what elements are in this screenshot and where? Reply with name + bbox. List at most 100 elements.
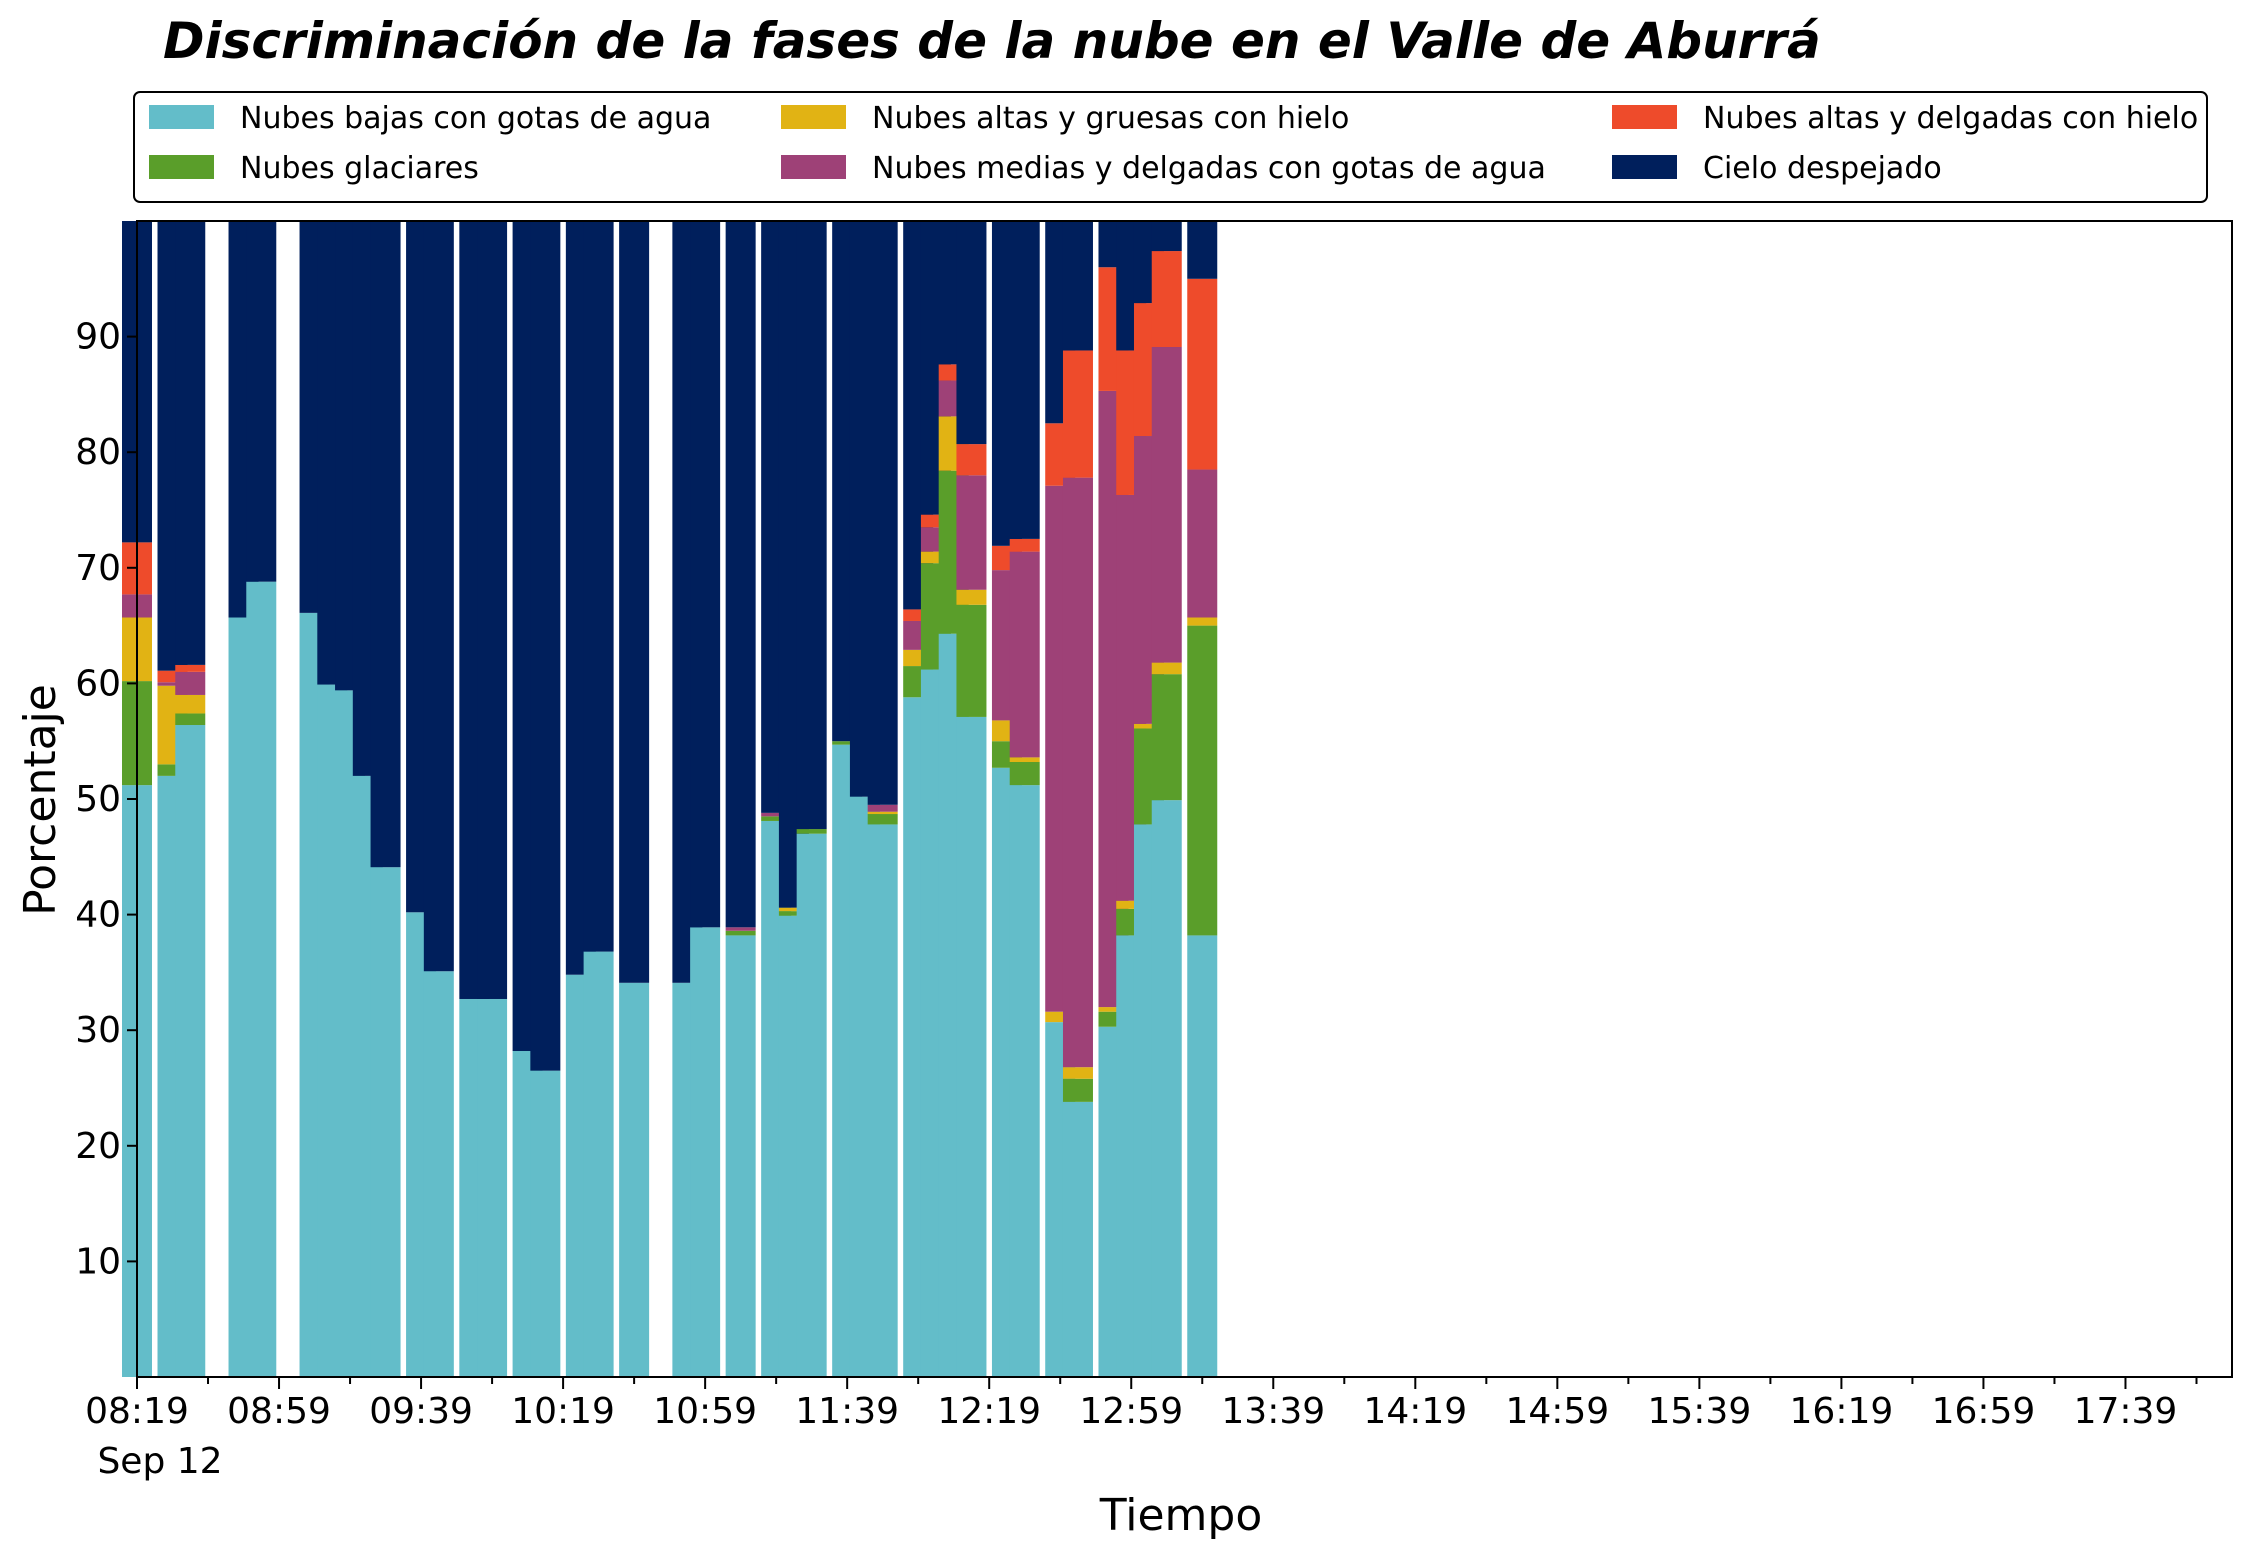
bar-segment [1151, 221, 1182, 252]
x-date-label: Sep 12 [97, 1441, 222, 1482]
plot-area: 10 20 30 40 50 60 70 80 90 08:19 08:59 09:39 10:19 10… [75, 220, 2233, 1432]
y-tick-label: 50 [75, 779, 121, 820]
x-tick-label: 11:39 [795, 1391, 899, 1432]
bar-segment [583, 221, 614, 952]
x-tick-label: 15:39 [1647, 1391, 1751, 1432]
bar-segment [583, 951, 614, 1377]
bar-segment [1062, 221, 1093, 351]
legend-label: Nubes bajas con gotas de agua [240, 101, 711, 136]
legend-label: Nubes glaciares [240, 151, 479, 186]
bar-segment [956, 716, 987, 1377]
bar-segment [1116, 900, 1147, 909]
bar-segment [725, 221, 756, 928]
y-tick-label: 60 [75, 663, 121, 704]
bar-segment [175, 694, 206, 714]
x-tick-label: 16:59 [1932, 1391, 2036, 1432]
y-tick-label: 20 [75, 1126, 121, 1167]
bar-segment [796, 221, 827, 830]
x-tick-label: 14:19 [1363, 1391, 1467, 1432]
bar-segment [1133, 723, 1164, 729]
x-tick-label: 10:19 [511, 1391, 615, 1432]
y-tick-label: 90 [75, 317, 121, 358]
bar-segment [1151, 251, 1182, 348]
bar-segment [690, 221, 721, 928]
legend-label: Nubes altas y gruesas con hielo [872, 101, 1349, 136]
x-tick-label: 09:39 [369, 1391, 473, 1432]
bar-segment [725, 927, 756, 931]
bar-segment [157, 682, 188, 686]
x-tick-label: 10:59 [653, 1391, 757, 1432]
x-tick-label: 12:19 [937, 1391, 1041, 1432]
bar-segment [956, 475, 987, 590]
bar-segment [956, 589, 987, 605]
bar-segment [370, 221, 401, 868]
bar-segment [867, 221, 898, 805]
y-tick-label: 40 [75, 895, 121, 936]
bar-segment [956, 444, 987, 476]
bar-segment [956, 604, 987, 717]
bar-segment [619, 221, 650, 983]
bar-segment [1187, 625, 1218, 936]
bar-segment [1187, 935, 1218, 1377]
bar-segment [1187, 221, 1218, 279]
bar-segment [725, 935, 756, 1377]
legend: Nubes bajas con gotas de agua Nubes glaci… [133, 91, 2208, 203]
bar-segment [175, 671, 206, 695]
bar-segment [477, 998, 508, 1377]
bar-segment [157, 670, 188, 683]
bar-segment [1062, 1101, 1093, 1377]
bar-segment [175, 221, 206, 665]
bar-segment [530, 1070, 561, 1377]
x-tick-label: 13:39 [1221, 1391, 1325, 1432]
legend-swatch [1612, 105, 1677, 129]
x-tick-label: 14:59 [1505, 1391, 1609, 1432]
bar-segment [477, 221, 508, 999]
legend-label: Cielo despejado [1703, 151, 1942, 186]
legend-label: Nubes altas y delgadas con hielo [1703, 101, 2198, 136]
bar-segment [1062, 350, 1093, 478]
legend-label: Nubes medias y delgadas con gotas de agu… [872, 151, 1546, 186]
y-tick-label: 30 [75, 1010, 121, 1051]
bar-segment [1187, 617, 1218, 626]
bar-segment [1098, 1007, 1129, 1012]
legend-swatch [781, 105, 846, 129]
bar-segment [1009, 762, 1040, 786]
bar-segment [1187, 469, 1218, 618]
bar-segment [796, 829, 827, 834]
bar-segment [175, 713, 206, 726]
bar-segment [246, 581, 277, 1377]
bar-segment [867, 824, 898, 1377]
bar-segment [867, 814, 898, 825]
bar-segment [175, 664, 206, 672]
legend-box [133, 91, 2208, 203]
bar-segment [1151, 674, 1182, 801]
bar-segment [778, 911, 809, 916]
bar-segment [1187, 278, 1218, 470]
y-tick-label: 80 [75, 432, 121, 473]
bar-segment [530, 221, 561, 1071]
bar-segment [761, 816, 792, 821]
legend-swatch [149, 155, 214, 179]
x-tick-label: 17:39 [2074, 1391, 2178, 1432]
bar-segment [175, 725, 206, 1377]
x-tick-label: 12:59 [1079, 1391, 1183, 1432]
bar-segment [761, 812, 792, 817]
bar-segment [1151, 800, 1182, 1377]
x-tick-label: 16:19 [1790, 1391, 1894, 1432]
bar-segment [619, 982, 650, 1377]
bar-segment [867, 804, 898, 812]
bar-segment [778, 907, 809, 912]
bar-segment [1009, 221, 1040, 539]
bar-segment [1045, 1011, 1076, 1023]
bar-segment [1151, 662, 1182, 675]
bar-segment [796, 833, 827, 1377]
bar-segment [956, 221, 987, 445]
y-tick-label: 70 [75, 548, 121, 589]
x-axis-label: Tiempo [1099, 1490, 1263, 1541]
bar-segment [1062, 1078, 1093, 1102]
chart-title: Discriminación de la fases de la nube en… [163, 12, 1821, 70]
bar-segment [920, 551, 951, 564]
bar-segment [903, 609, 934, 621]
legend-swatch [149, 105, 214, 129]
